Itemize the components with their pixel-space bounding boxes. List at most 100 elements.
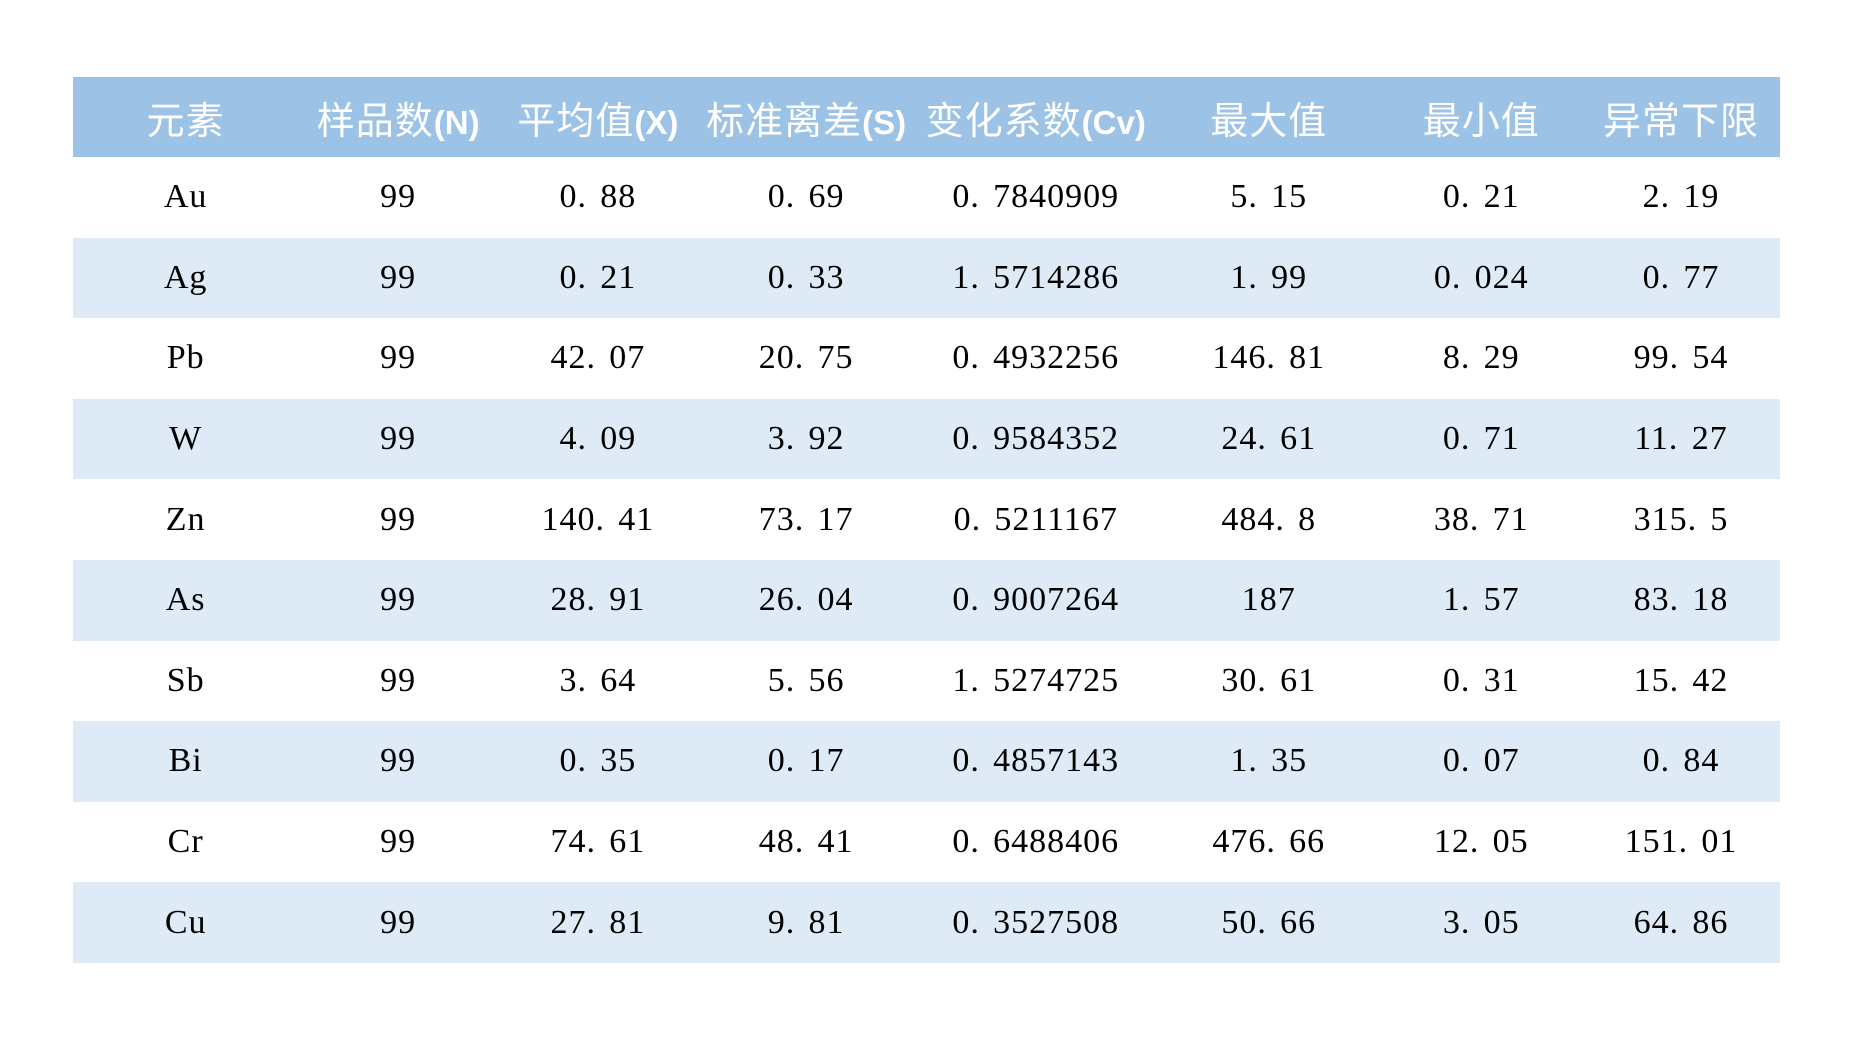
- value-cell: 3. 05: [1380, 882, 1582, 963]
- value-cell: 0. 77: [1581, 237, 1780, 319]
- table-header: 元素 样品数(N) 平均值(X) 标准离差(S) 变化系数(Cv) 最大值 最小值 异常下限: [73, 77, 1780, 157]
- value-cell: 48. 41: [697, 801, 915, 883]
- header-label-zh: 标准离差: [706, 100, 863, 143]
- element-symbol-cell: Cr: [73, 801, 299, 883]
- col-header-sample-count: 样品数(N): [298, 77, 499, 157]
- value-cell: 0. 84: [1581, 721, 1780, 802]
- value-cell: 99: [298, 882, 499, 963]
- value-cell: 0. 88: [498, 157, 698, 238]
- value-cell: 5. 15: [1156, 157, 1381, 238]
- table-row-zn: Zn 99 140. 41 73. 17 0. 5211167 484. 8 38. 71 3…: [73, 479, 1780, 560]
- element-symbol-cell: Sb: [73, 640, 299, 722]
- value-cell: 0. 5211167: [914, 479, 1157, 560]
- header-label-zh: 最大值: [1210, 100, 1328, 143]
- value-cell: 38. 71: [1380, 479, 1582, 560]
- value-cell: 1. 99: [1156, 237, 1381, 319]
- value-cell: 12. 05: [1380, 801, 1582, 883]
- value-cell: 99: [298, 318, 499, 399]
- table-row-au: Au 99 0. 88 0. 69 0. 7840909 5. 15 0. 21 2. 19: [73, 157, 1780, 238]
- value-cell: 9. 81: [697, 882, 915, 963]
- value-cell: 27. 81: [498, 882, 698, 963]
- value-cell: 0. 07: [1380, 721, 1582, 802]
- header-label-suffix: (N): [433, 103, 480, 141]
- header-label-suffix: (Cv): [1081, 103, 1146, 141]
- col-header-element: 元素: [73, 77, 299, 157]
- value-cell: 99: [298, 801, 499, 883]
- value-cell: 1. 57: [1380, 559, 1582, 641]
- value-cell: 0. 21: [498, 237, 698, 319]
- col-header-mean: 平均值(X): [498, 77, 698, 157]
- value-cell: 0. 3527508: [914, 882, 1157, 963]
- value-cell: 99: [298, 559, 499, 641]
- value-cell: 28. 91: [498, 559, 698, 641]
- value-cell: 99: [298, 398, 499, 480]
- col-header-anomaly-lower-limit: 异常下限: [1581, 77, 1780, 157]
- value-cell: 99: [298, 640, 499, 722]
- header-label-zh: 异常下限: [1602, 100, 1759, 143]
- header-label-zh: 变化系数: [925, 100, 1082, 143]
- value-cell: 0. 4857143: [914, 721, 1157, 802]
- element-symbol-cell: As: [73, 559, 299, 641]
- value-cell: 0. 9007264: [914, 559, 1157, 641]
- value-cell: 3. 92: [697, 398, 915, 480]
- table-row-sb: Sb 99 3. 64 5. 56 1. 5274725 30. 61 0. 31 15. 4…: [73, 640, 1780, 722]
- value-cell: 0. 17: [697, 721, 915, 802]
- table-row-cu: Cu 99 27. 81 9. 81 0. 3527508 50. 66 3. 05 64. …: [73, 882, 1780, 963]
- value-cell: 1. 5714286: [914, 237, 1157, 319]
- col-header-min-value: 最小值: [1380, 77, 1582, 157]
- value-cell: 0. 33: [697, 237, 915, 319]
- value-cell: 4. 09: [498, 398, 698, 480]
- value-cell: 3. 64: [498, 640, 698, 722]
- table-row-bi: Bi 99 0. 35 0. 17 0. 4857143 1. 35 0. 07 0. 84: [73, 721, 1780, 802]
- element-symbol-cell: Bi: [73, 721, 299, 802]
- table-row-as: As 99 28. 91 26. 04 0. 9007264 187 1. 57 83. 18: [73, 559, 1780, 641]
- value-cell: 99: [298, 479, 499, 560]
- value-cell: 99: [298, 237, 499, 319]
- value-cell: 50. 66: [1156, 882, 1381, 963]
- value-cell: 8. 29: [1380, 318, 1582, 399]
- header-label-suffix: (X): [634, 103, 679, 141]
- value-cell: 64. 86: [1581, 882, 1780, 963]
- value-cell: 0. 024: [1380, 237, 1582, 319]
- table-row-cr: Cr 99 74. 61 48. 41 0. 6488406 476. 66 12. 05 1…: [73, 801, 1780, 883]
- value-cell: 83. 18: [1581, 559, 1780, 641]
- element-symbol-cell: Ag: [73, 237, 299, 319]
- value-cell: 5. 56: [697, 640, 915, 722]
- header-label-suffix: (S): [862, 103, 907, 141]
- value-cell: 0. 31: [1380, 640, 1582, 722]
- element-symbol-cell: Pb: [73, 318, 299, 399]
- element-symbol-cell: Zn: [73, 479, 299, 560]
- element-symbol-cell: Au: [73, 157, 299, 238]
- value-cell: 24. 61: [1156, 398, 1381, 480]
- value-cell: 1. 5274725: [914, 640, 1157, 722]
- table-body: Au 99 0. 88 0. 69 0. 7840909 5. 15 0. 21 2. 19 A…: [73, 157, 1780, 963]
- value-cell: 476. 66: [1156, 801, 1381, 883]
- value-cell: 0. 69: [697, 157, 915, 238]
- header-label-zh: 元素: [146, 100, 225, 143]
- value-cell: 0. 6488406: [914, 801, 1157, 883]
- header-row: 元素 样品数(N) 平均值(X) 标准离差(S) 变化系数(Cv) 最大值 最小值 异常下限: [73, 77, 1780, 157]
- value-cell: 0. 71: [1380, 398, 1582, 480]
- table-row-ag: Ag 99 0. 21 0. 33 1. 5714286 1. 99 0. 024 0. 77: [73, 237, 1780, 319]
- value-cell: 146. 81: [1156, 318, 1381, 399]
- value-cell: 484. 8: [1156, 479, 1381, 560]
- col-header-std-deviation: 标准离差(S): [697, 77, 915, 157]
- value-cell: 151. 01: [1581, 801, 1780, 883]
- value-cell: 73. 17: [697, 479, 915, 560]
- value-cell: 99. 54: [1581, 318, 1780, 399]
- value-cell: 99: [298, 157, 499, 238]
- value-cell: 0. 9584352: [914, 398, 1157, 480]
- value-cell: 26. 04: [697, 559, 915, 641]
- header-label-zh: 平均值: [517, 100, 635, 143]
- col-header-max-value: 最大值: [1156, 77, 1381, 157]
- col-header-coeff-of-variation: 变化系数(Cv): [914, 77, 1157, 157]
- table-row-pb: Pb 99 42. 07 20. 75 0. 4932256 146. 81 8. 29 99…: [73, 318, 1780, 399]
- element-symbol-cell: Cu: [73, 882, 299, 963]
- header-label-zh: 样品数: [316, 100, 434, 143]
- table-row-w: W 99 4. 09 3. 92 0. 9584352 24. 61 0. 71 11. 27: [73, 398, 1780, 480]
- header-label-zh: 最小值: [1422, 100, 1540, 143]
- value-cell: 1. 35: [1156, 721, 1381, 802]
- element-statistics-table: 元素 样品数(N) 平均值(X) 标准离差(S) 变化系数(Cv) 最大值 最小值 异常下限 …: [73, 77, 1780, 963]
- value-cell: 30. 61: [1156, 640, 1381, 722]
